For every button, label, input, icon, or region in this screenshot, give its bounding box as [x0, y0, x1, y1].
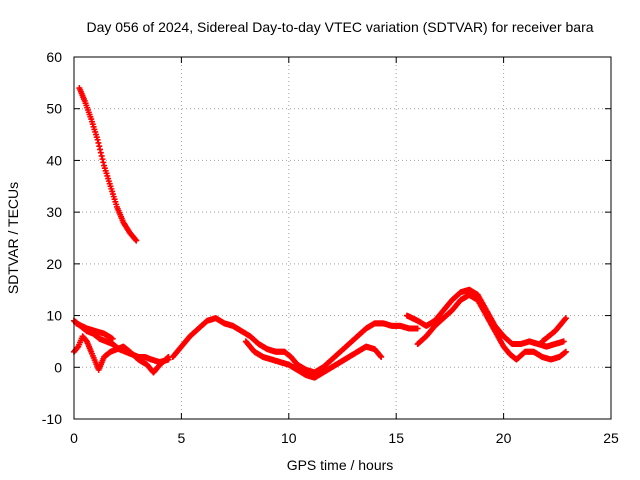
data-point: [377, 352, 384, 359]
x-tick-label: 10: [281, 430, 297, 446]
series-group: [403, 286, 567, 350]
series-group: [76, 85, 140, 244]
y-tick-label: 20: [46, 256, 62, 272]
y-tick-label: 10: [46, 308, 62, 324]
y-axis-label: SDTVAR / TECUs: [5, 182, 21, 294]
y-tick-label: 50: [46, 101, 62, 117]
axis-ticks: [73, 56, 612, 420]
data-point: [96, 143, 103, 150]
data-point: [133, 237, 140, 244]
data-point: [95, 139, 102, 146]
series-group: [169, 315, 421, 376]
series-group: [539, 315, 569, 345]
data-point: [98, 152, 105, 159]
data-point: [562, 348, 569, 355]
y-tick-label: 60: [46, 49, 62, 65]
data-points: [71, 85, 569, 381]
x-tick-label: 15: [388, 430, 404, 446]
data-point: [94, 136, 101, 143]
data-point: [99, 156, 106, 163]
y-tick-labels: -10 0 10 20 30 40 50 60: [42, 49, 62, 427]
plot-frame: [73, 56, 612, 420]
data-point: [378, 353, 385, 360]
data-point: [97, 149, 104, 156]
series-group: [414, 291, 569, 363]
data-point: [560, 338, 567, 345]
x-axis-label: GPS time / hours: [287, 457, 394, 473]
data-point: [562, 316, 569, 323]
chart-title: Day 056 of 2024, Sidereal Day-to-day VTE…: [86, 19, 593, 35]
data-point: [132, 236, 139, 243]
data-point: [109, 335, 116, 342]
data-point: [74, 344, 81, 351]
x-tick-label: 25: [603, 430, 619, 446]
series-group: [73, 320, 116, 342]
x-tick-labels: 0 5 10 15 20 25: [70, 430, 619, 446]
series-group: [71, 333, 172, 376]
series-group: [242, 338, 385, 381]
data-point: [97, 146, 104, 153]
data-point: [562, 315, 569, 322]
data-point: [414, 325, 421, 332]
grid-lines: [74, 57, 611, 419]
x-tick-label: 5: [178, 430, 186, 446]
y-tick-label: 30: [46, 204, 62, 220]
y-tick-label: -10: [42, 411, 62, 427]
x-tick-label: 20: [496, 430, 512, 446]
y-tick-label: 40: [46, 152, 62, 168]
y-tick-label: 0: [54, 359, 62, 375]
x-tick-label: 0: [70, 430, 78, 446]
data-point: [100, 159, 107, 166]
